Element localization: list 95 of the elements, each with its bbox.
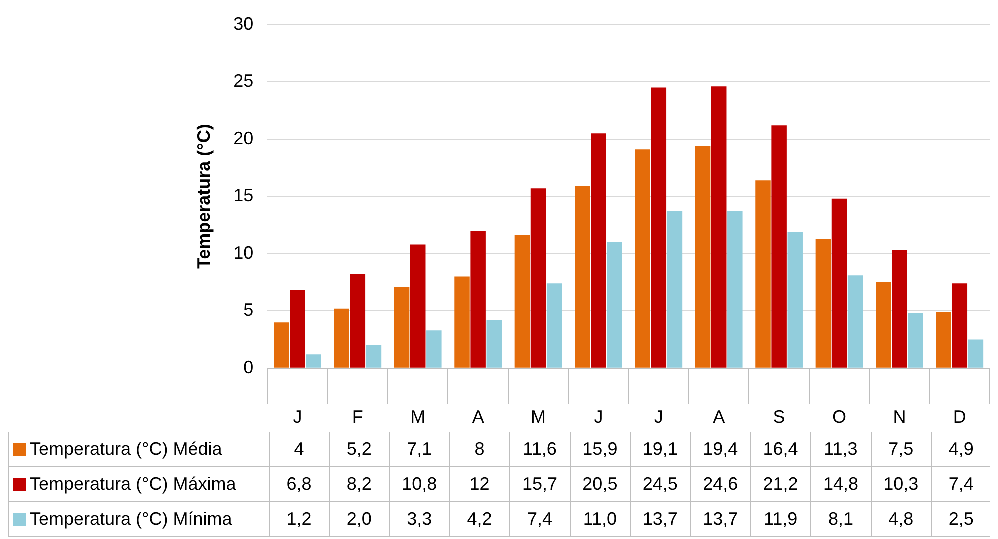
data-label: 4,8 — [888, 508, 914, 530]
bar — [772, 126, 787, 368]
x-tick-label: N — [893, 407, 906, 428]
data-label: 8,1 — [828, 508, 854, 530]
bar — [334, 308, 350, 368]
data-label: 20,5 — [582, 474, 618, 494]
data-label: 4 — [294, 438, 304, 460]
bar — [591, 134, 606, 368]
bar — [306, 354, 322, 368]
data-label: 7,1 — [407, 438, 432, 460]
data-label: 13,7 — [642, 508, 678, 530]
data-label: 7,4 — [527, 508, 553, 530]
data-label: 11,3 — [824, 438, 858, 460]
bar — [426, 330, 442, 368]
x-tick-label: O — [832, 407, 847, 428]
bar — [711, 86, 727, 368]
bar — [410, 244, 426, 368]
data-label: 2,0 — [346, 508, 372, 530]
data-label: 4,9 — [948, 438, 974, 460]
data-label: 6,8 — [286, 474, 312, 494]
bar — [695, 146, 711, 368]
bar — [454, 276, 470, 368]
data-label: 3,3 — [407, 508, 432, 530]
x-tick-label: M — [531, 407, 546, 428]
bar — [788, 232, 803, 368]
data-label: 7,5 — [888, 438, 914, 460]
bar — [274, 322, 290, 368]
y-tick-label: 15 — [234, 186, 254, 206]
y-tick-label: 5 — [244, 300, 254, 320]
bar — [936, 312, 952, 368]
bar — [728, 211, 743, 368]
bar — [892, 250, 908, 368]
x-tick-label: S — [773, 407, 786, 428]
data-label: 11,9 — [764, 508, 798, 530]
bar — [667, 211, 683, 368]
bar — [952, 284, 968, 368]
bar — [546, 284, 562, 368]
data-label: 16,4 — [763, 438, 798, 460]
legend-label: Temperatura (°C) Máxima — [30, 474, 236, 494]
bar — [607, 242, 622, 368]
x-tick-label: D — [953, 407, 966, 428]
y-tick-label: 20 — [234, 128, 254, 148]
bar — [290, 290, 306, 368]
data-label: 13,7 — [703, 508, 738, 530]
bar — [575, 186, 590, 368]
bar — [366, 345, 382, 368]
data-label: 19,4 — [703, 438, 738, 460]
y-axis-title: Temperatura (°C) — [194, 124, 214, 270]
x-tick-label: F — [352, 407, 364, 428]
x-tick-label: J — [293, 407, 302, 428]
data-label: 11,0 — [583, 508, 618, 530]
data-label: 10,3 — [884, 474, 919, 494]
bar — [635, 150, 650, 368]
data-label: 24,6 — [703, 474, 738, 494]
data-label: 5,2 — [346, 438, 372, 460]
data-label: 8 — [474, 438, 485, 460]
y-tick-label: 30 — [234, 14, 254, 34]
data-label: 2,5 — [948, 508, 974, 530]
data-label: 4,2 — [467, 508, 492, 530]
data-label: 21,2 — [763, 474, 798, 494]
bar — [848, 276, 864, 368]
data-label: 19,1 — [642, 438, 678, 460]
data-label: 24,5 — [642, 474, 678, 494]
data-label: 12 — [470, 474, 490, 494]
bar — [530, 188, 546, 368]
bar — [816, 238, 832, 368]
legend-label: Temperatura (°C) Mínima — [30, 508, 232, 530]
data-label: 11,6 — [523, 438, 557, 460]
x-tick-label: A — [713, 407, 726, 428]
bar — [756, 180, 771, 368]
bar — [470, 230, 486, 368]
x-tick-label: M — [410, 407, 426, 428]
data-label: 1,2 — [286, 508, 312, 530]
data-label: 8,2 — [346, 474, 372, 494]
y-tick-label: 0 — [244, 357, 254, 378]
bar — [908, 313, 924, 368]
data-label: 7,4 — [948, 474, 974, 494]
bar — [968, 340, 984, 368]
x-tick-label: J — [594, 407, 604, 428]
x-tick-label: J — [654, 407, 664, 428]
data-label: 10,8 — [402, 474, 438, 494]
legend-label: Temperatura (°C) Média — [30, 438, 222, 460]
bar — [350, 274, 366, 368]
x-tick-label: A — [472, 407, 484, 428]
bar — [651, 88, 667, 368]
data-label: 15,9 — [582, 438, 618, 460]
bar — [394, 287, 410, 368]
y-tick-label: 25 — [234, 71, 254, 92]
bar — [832, 198, 848, 368]
bar — [486, 320, 502, 368]
y-tick-label: 10 — [234, 242, 254, 263]
bar — [876, 282, 892, 368]
data-label: 15,7 — [522, 474, 558, 494]
bar — [514, 236, 530, 368]
data-label: 14,8 — [823, 474, 858, 494]
